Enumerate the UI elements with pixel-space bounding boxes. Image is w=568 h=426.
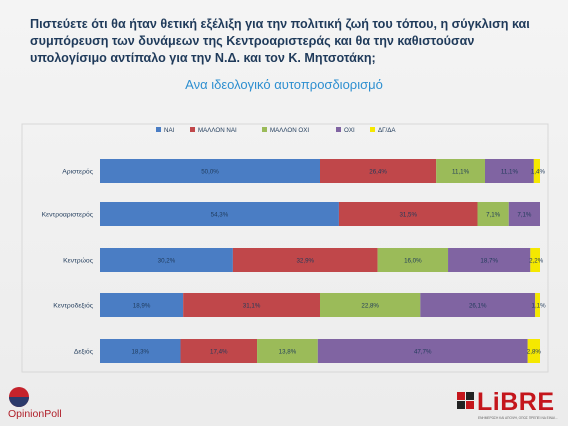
- bar-segment: [535, 293, 540, 317]
- bar-segment: [183, 293, 320, 317]
- bar-segment: [180, 339, 258, 363]
- data-label: 1,4%: [531, 168, 546, 175]
- data-label: 18,7%: [480, 257, 498, 264]
- legend-label-μαλλον-οχι: ΜΑΛΛΟΝ ΟΧΙ: [270, 127, 309, 134]
- legend-swatch-ναι: [156, 127, 161, 132]
- data-label: 2,2%: [529, 257, 544, 264]
- bar-segment: [448, 248, 531, 272]
- data-label: 50,0%: [201, 168, 219, 175]
- data-label: 2,8%: [527, 348, 542, 355]
- category-label: Κεντροαριστερός: [42, 211, 94, 219]
- category-label: Δεξιός: [74, 348, 94, 356]
- data-label: 13,8%: [279, 348, 297, 355]
- data-label: 30,2%: [158, 257, 176, 264]
- bar-segment: [100, 159, 320, 183]
- category-label: Αριστερός: [62, 168, 93, 176]
- bar-segment: [508, 202, 540, 226]
- bar-segment: [257, 339, 318, 363]
- bar-segment: [420, 293, 536, 317]
- bar-segment: [477, 202, 509, 226]
- libre-logo-text: LiBRE: [477, 388, 555, 416]
- chart-title: Πιστεύετε ότι θα ήταν θετική εξέλιξη για…: [30, 17, 530, 65]
- bar-segment: [320, 159, 437, 183]
- data-label: 54,3%: [211, 211, 229, 218]
- libre-logo-icon: [457, 392, 474, 409]
- bar-segment: [527, 339, 540, 363]
- data-label: 11,1%: [501, 168, 519, 175]
- libre-tagline: ΕΝΗΜΕΡΩΣΗ ΚΑΙ ΑΠΟΨΗ, ΟΠΩΣ ΠΡΕΠΕΙ ΝΑ ΕΙΝΑ…: [478, 416, 558, 420]
- bar-segment: [485, 159, 534, 183]
- legend-swatch-μαλλον-οχι: [262, 127, 267, 132]
- legend-label-μαλλον-ναι: ΜΑΛΛΟΝ ΝΑΙ: [198, 127, 237, 134]
- bar-segment: [377, 248, 449, 272]
- bar-segment: [533, 159, 540, 183]
- data-label: 18,3%: [131, 348, 149, 355]
- legend-swatch-δγ-δα: [370, 127, 375, 132]
- data-label: 47,7%: [414, 348, 432, 355]
- bar-segment: [100, 293, 184, 317]
- data-label: 11,1%: [452, 168, 470, 175]
- bar-segment: [436, 159, 485, 183]
- data-label: 1,1%: [532, 302, 547, 309]
- bar-segment: [100, 248, 233, 272]
- data-label: 18,9%: [133, 302, 151, 309]
- category-label: Κεντρώος: [63, 257, 94, 265]
- bar-segment: [317, 339, 528, 363]
- bar-segment: [100, 202, 339, 226]
- data-label: 31,1%: [243, 302, 261, 309]
- data-label: 17,4%: [210, 348, 228, 355]
- data-label: 26,4%: [369, 168, 387, 175]
- legend-swatch-μαλλον-ναι: [190, 127, 195, 132]
- chart-subtitle: Ανα ιδεολογικό αυτοπροσδιορισμό: [185, 77, 383, 92]
- bar-segment: [338, 202, 478, 226]
- legend-swatch-οχι: [336, 127, 341, 132]
- data-label: 32,9%: [296, 257, 314, 264]
- data-label: 31,5%: [399, 211, 417, 218]
- data-label: 26,1%: [469, 302, 487, 309]
- data-label: 7,1%: [517, 211, 532, 218]
- bar-segment: [232, 248, 378, 272]
- opinionpoll-logo-icon: [9, 387, 29, 407]
- plot-area: [21, 123, 549, 373]
- bar-segment: [320, 293, 421, 317]
- legend-label-δγ-δα: ΔΓ/ΔΑ: [378, 127, 396, 134]
- category-label: Κεντροδεξιός: [53, 302, 93, 310]
- data-label: 7,1%: [486, 211, 501, 218]
- opinionpoll-logo-text: OpinionPoll: [8, 408, 62, 420]
- legend-label-ναι: ΝΑΙ: [164, 127, 175, 134]
- bar-segment: [100, 339, 181, 363]
- data-label: 16,0%: [404, 257, 422, 264]
- legend-label-οχι: ΟΧΙ: [344, 127, 355, 134]
- bar-segment: [530, 248, 540, 272]
- data-label: 22,8%: [361, 302, 379, 309]
